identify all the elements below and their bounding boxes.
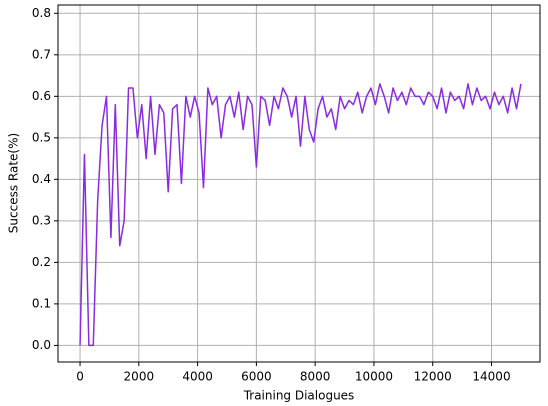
x-tick-label: 8000: [300, 370, 331, 384]
y-tick-label: 0.2: [32, 255, 51, 269]
x-tick-label: 6000: [241, 370, 272, 384]
y-tick-label: 0.0: [32, 338, 51, 352]
x-tick-label: 14000: [472, 370, 510, 384]
line: [79, 83, 522, 347]
x-axis-label: Training Dialogues: [243, 389, 355, 403]
y-tick-label: 0.7: [32, 47, 51, 61]
y-tick-label: 0.4: [32, 172, 51, 186]
x-tick-label: 12000: [414, 370, 452, 384]
plot-frame: [57, 4, 541, 363]
x-tick-label: 10000: [355, 370, 393, 384]
y-tick-label: 0.1: [32, 296, 51, 310]
x-tick-label: 2000: [124, 370, 155, 384]
y-tick-label: 0.3: [32, 213, 51, 227]
y-tick-label: 0.8: [32, 6, 51, 20]
y-tick-label: 0.6: [32, 89, 51, 103]
y-axis-label: Success Rate(%): [7, 133, 21, 233]
x-tick-label: 0: [76, 370, 84, 384]
x-tick-label: 4000: [182, 370, 213, 384]
y-tick-label: 0.5: [32, 130, 51, 144]
